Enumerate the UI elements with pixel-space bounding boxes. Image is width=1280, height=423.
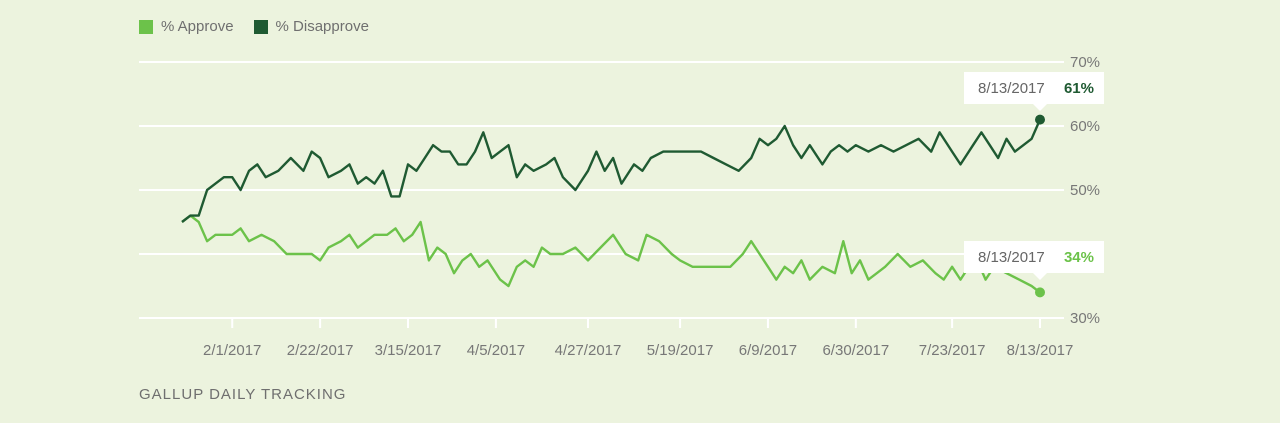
x-axis-ticks: 2/1/2017 2/22/2017 3/15/2017 4/5/2017 4/27/2…: [203, 318, 1073, 359]
endpoint-labels: 8/13/2017 34% 8/13/2017 61%: [964, 72, 1104, 298]
legend-label-disapprove: % Disapprove: [275, 18, 369, 35]
x-tick-label: 6/9/2017: [739, 342, 797, 359]
callout-pointer: [1033, 104, 1047, 111]
y-tick-label-60: 60%: [1070, 118, 1100, 135]
endpoint-dot: [1035, 114, 1045, 125]
disapprove-swatch: [253, 19, 268, 34]
x-tick-label: 8/13/2017: [1007, 342, 1074, 359]
callout-pointer: [1033, 273, 1047, 280]
callout-date: 8/13/2017: [978, 249, 1045, 266]
x-tick-label: 3/15/2017: [375, 342, 442, 359]
legend-item-approve[interactable]: % Approve: [139, 18, 234, 35]
x-tick-label: 2/1/2017: [203, 342, 261, 359]
approve-line: [181, 214, 1041, 294]
legend-item-disapprove[interactable]: % Disapprove: [253, 18, 369, 35]
callout-box: [964, 72, 1104, 104]
callout-date: 8/13/2017: [978, 80, 1045, 97]
x-tick-label: 7/23/2017: [919, 342, 986, 359]
source-label: GALLUP DAILY TRACKING: [139, 386, 347, 403]
callout-value: 61%: [1064, 80, 1094, 97]
callout-box: [964, 241, 1104, 273]
x-tick-label: 5/19/2017: [647, 342, 714, 359]
x-tick-label: 4/5/2017: [467, 342, 525, 359]
approve-swatch: [139, 19, 153, 34]
series-lines: [181, 119, 1042, 294]
endpoint-dot: [1035, 287, 1045, 298]
y-tick-label-30: 30%: [1070, 310, 1100, 327]
y-tick-label-50: 50%: [1070, 182, 1100, 199]
legend: % Approve % Disapprove: [139, 18, 369, 35]
x-tick-label: 2/22/2017: [287, 342, 354, 359]
approve-endpoint-callout: 8/13/2017 34%: [964, 241, 1104, 298]
disapprove-line: [181, 119, 1042, 223]
grid-layer: 30%40%50%60%70%: [139, 54, 1100, 327]
x-tick-label: 4/27/2017: [555, 342, 622, 359]
callout-value: 34%: [1064, 249, 1094, 266]
y-tick-label-70: 70%: [1070, 54, 1100, 71]
legend-label-approve: % Approve: [161, 18, 234, 35]
disapprove-endpoint-callout: 8/13/2017 61%: [964, 72, 1104, 125]
x-tick-label: 6/30/2017: [822, 342, 889, 359]
